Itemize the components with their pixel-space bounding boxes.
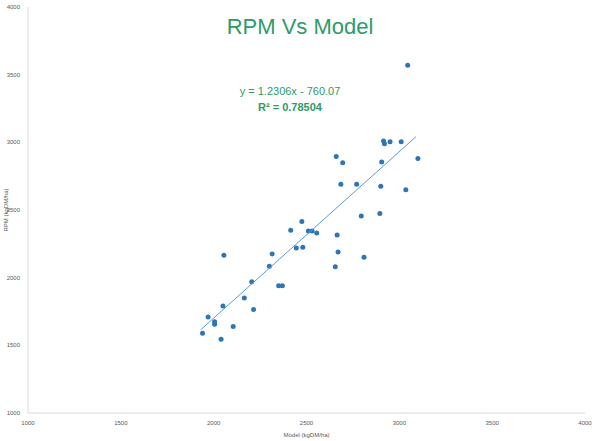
svg-text:3000: 3000	[393, 420, 407, 426]
svg-text:2000: 2000	[8, 275, 21, 281]
svg-text:Model (kgDM/ha): Model (kgDM/ha)	[283, 432, 329, 438]
svg-text:4000: 4000	[8, 4, 21, 10]
svg-text:3000: 3000	[8, 139, 21, 145]
svg-text:1500: 1500	[8, 342, 21, 348]
svg-text:1500: 1500	[114, 420, 128, 426]
svg-text:3500: 3500	[485, 420, 499, 426]
html-text:y = 1.2306x - 760.07: y = 1.2306x - 760.07	[239, 85, 341, 97]
svg-text:3500: 3500	[8, 72, 21, 78]
svg-text:2500: 2500	[8, 207, 21, 213]
svg-text:1000: 1000	[8, 410, 21, 416]
html-text:R² = 0.78504: R² = 0.78504	[258, 101, 322, 113]
svg-text:4000: 4000	[578, 420, 592, 426]
svg-text:2500: 2500	[300, 420, 314, 426]
svg-text:RPM (kgDM/ha): RPM (kgDM/ha)	[8, 188, 9, 231]
svg-text:2000: 2000	[207, 420, 221, 426]
html-text:RPM Vs Model: RPM Vs Model	[226, 14, 374, 39]
svg-text:1000: 1000	[21, 420, 35, 426]
